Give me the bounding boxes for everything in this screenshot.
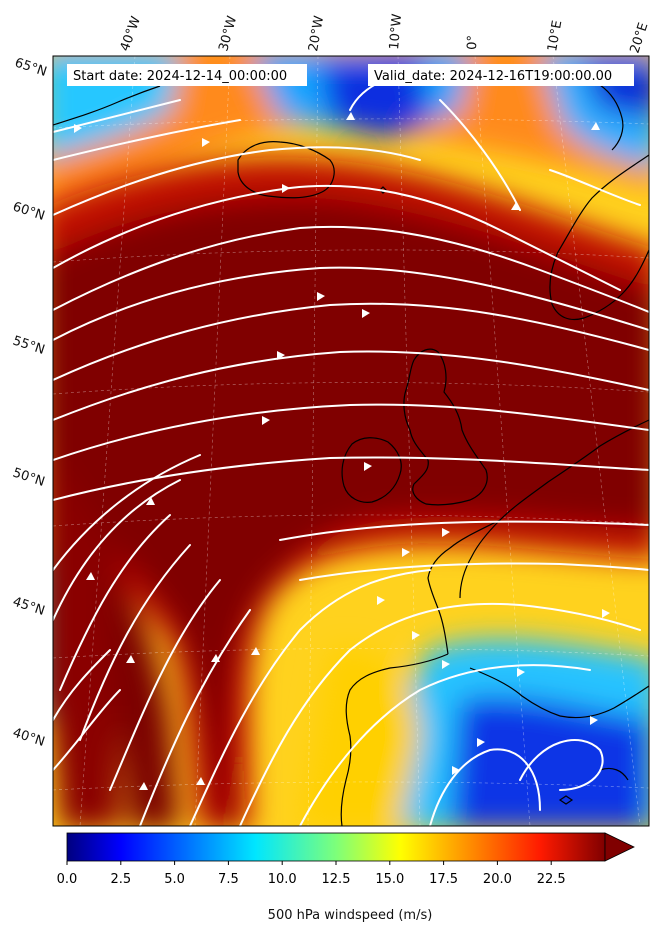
lat-label: 65°N [13,56,49,80]
lat-label: 55°N [11,334,47,358]
colorbar-tick-label: 2.5 [110,872,131,887]
lon-label: 10°W [387,13,405,50]
colorbar-tick-label: 10.0 [268,872,297,887]
colorbar-label: 500 hPa windspeed (m/s) [268,908,433,923]
streamline-arrowheads [74,112,610,790]
colorbar-tick-label: 20.0 [483,872,512,887]
map-frame [52,55,650,827]
coastline-outline [53,84,649,826]
lat-label: 40°N [11,726,47,750]
longitude-labels: 40°W 30°W 20°W 10°W 0° 10°E 20°E [118,13,652,55]
lat-label: 50°N [11,466,47,490]
colorbar-tick-label: 15.0 [375,872,404,887]
colorbar-tick-label: 5.0 [164,872,185,887]
latitude-labels: 65°N 60°N 55°N 50°N 45°N 40°N [11,56,49,750]
colorbar-tick-label: 7.5 [218,872,239,887]
colorbar-tick-label: 12.5 [322,872,351,887]
colorbar-ticks: 0.0 2.5 5.0 7.5 10.0 12.5 15.0 17.5 20.0 22.5 [57,861,566,887]
streamline-arrows [53,74,649,826]
lon-label: 10°E [545,19,565,52]
colorbar: 0.0 2.5 5.0 7.5 10.0 12.5 15.0 17.5 20.0 22.5 500… [57,832,635,923]
valid-date-label: Valid_date: 2024-12-16T19:00:00.00 [374,69,612,84]
lat-label: 45°N [11,595,47,619]
header-bar: Start date: 2024-12-14_00:00:00 Valid_da… [67,64,634,86]
lon-label: 0° [465,35,481,50]
colorbar-tick-label: 22.5 [537,872,566,887]
lon-label: 20°E [628,21,652,55]
lon-label: 40°W [118,14,144,53]
colorbar-tick-label: 0.0 [57,872,78,887]
lat-label: 60°N [11,200,47,224]
windspeed-field [53,56,649,826]
start-date-label: Start date: 2024-12-14_00:00:00 [73,69,287,84]
graticule [53,56,649,826]
lon-label: 20°W [306,15,327,53]
colorbar-gradient [66,832,606,862]
colorbar-extend-arrow [604,832,635,862]
lon-label: 30°W [216,14,240,53]
colorbar-tick-label: 17.5 [429,872,458,887]
